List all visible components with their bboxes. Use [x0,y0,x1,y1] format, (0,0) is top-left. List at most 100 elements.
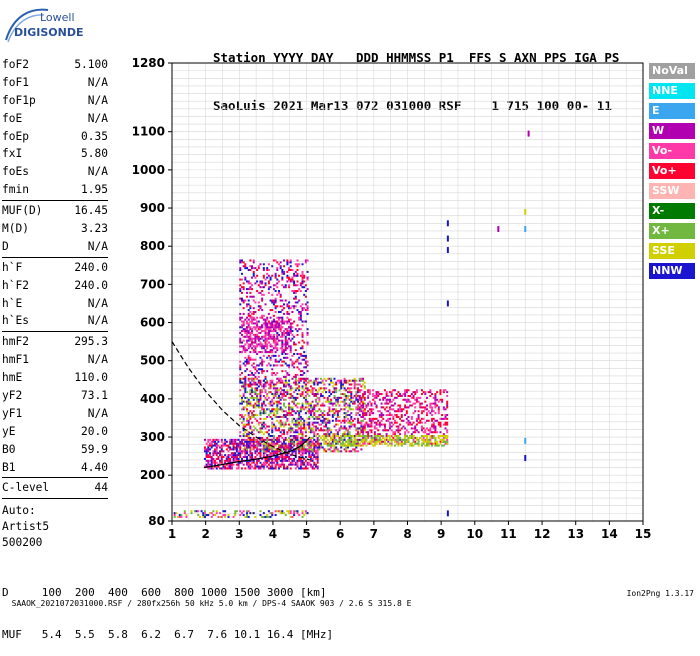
echo-point [298,414,301,417]
echo-point [173,512,176,515]
echo-point [360,419,363,422]
echo-point [362,400,365,403]
trace-curve-solid [203,436,311,469]
echo-point [383,438,386,441]
echo-point [286,459,289,462]
echo-point [251,512,254,515]
echo-point [262,322,265,325]
echo-point [420,412,423,415]
echo-point [284,414,287,417]
echo-point [283,414,286,417]
echo-point [252,318,255,321]
echo-point [372,398,375,401]
echo-point [252,396,255,399]
echo-point [404,436,407,439]
echo-point [254,381,257,384]
echo-point [399,442,402,445]
echo-point [227,467,230,470]
echo-point [363,412,366,415]
echo-point [330,400,333,403]
echo-point [446,431,449,434]
param-name: hmE [2,371,23,385]
echo-point [298,459,301,462]
echo-point [293,396,296,399]
echo-point [301,303,304,306]
echo-point [257,379,260,382]
echo-point [267,291,270,294]
echo-point [281,512,284,515]
echo-point [215,461,218,464]
echo-point [261,389,264,392]
echo-point [427,444,430,447]
echo-point [294,360,297,363]
echo-point [382,436,385,439]
echo-point [256,438,259,441]
echo-point [289,330,292,333]
echo-point [362,414,365,417]
echo-point [333,408,336,411]
echo-point [293,398,296,401]
echo-point [259,263,262,266]
echo-point [380,442,383,445]
echo-point [239,360,242,363]
echo-point [259,450,262,453]
echo-point [313,431,316,434]
param-value: 16.45 [74,204,108,218]
echo-point [235,463,238,466]
echo-point [266,322,269,325]
echo-point [288,414,291,417]
echo-point [271,393,274,396]
echo-point [397,391,400,394]
echo-point [249,331,252,334]
echo-point [301,448,304,451]
echo-point [345,419,348,422]
param-value: N/A [87,314,108,328]
echo-point [259,345,262,348]
echo-point [272,347,275,350]
echo-point [257,457,260,460]
echo-point [252,261,255,264]
echo-point [222,465,225,468]
echo-point [276,324,279,327]
echo-point [362,415,365,418]
echo-point [385,393,388,396]
echo-point [350,415,353,418]
echo-point [281,316,284,319]
echo-point [373,431,376,434]
echo-point [296,444,299,447]
echo-point [281,326,284,329]
echo-point [246,446,249,449]
echo-point [294,456,297,459]
echo-point [306,402,309,405]
echo-point [271,320,274,323]
echo-point [283,272,286,275]
echo-point [252,461,255,464]
echo-point [367,404,370,407]
echo-point [412,440,415,443]
echo-point [399,408,402,411]
echo-point [264,351,267,354]
echo-point [274,299,277,302]
echo-point [309,450,312,453]
echo-point [256,383,259,386]
echo-point [395,410,398,413]
echo-point [240,421,243,424]
echo-point [267,435,270,438]
echo-point [267,274,270,277]
echo-point [284,448,287,451]
echo-point [277,377,280,380]
echo-point [326,429,329,432]
echo-point [279,425,282,428]
echo-point [291,452,294,455]
echo-point [400,444,403,447]
echo-point [249,316,252,319]
echo-point [284,362,287,365]
echo-point [259,444,262,447]
echo-point [239,368,242,371]
echo-point [261,362,264,365]
echo-point [252,379,255,382]
echo-point [269,328,272,331]
echo-point [185,514,188,517]
echo-point [251,412,254,415]
echo-point [272,440,275,443]
